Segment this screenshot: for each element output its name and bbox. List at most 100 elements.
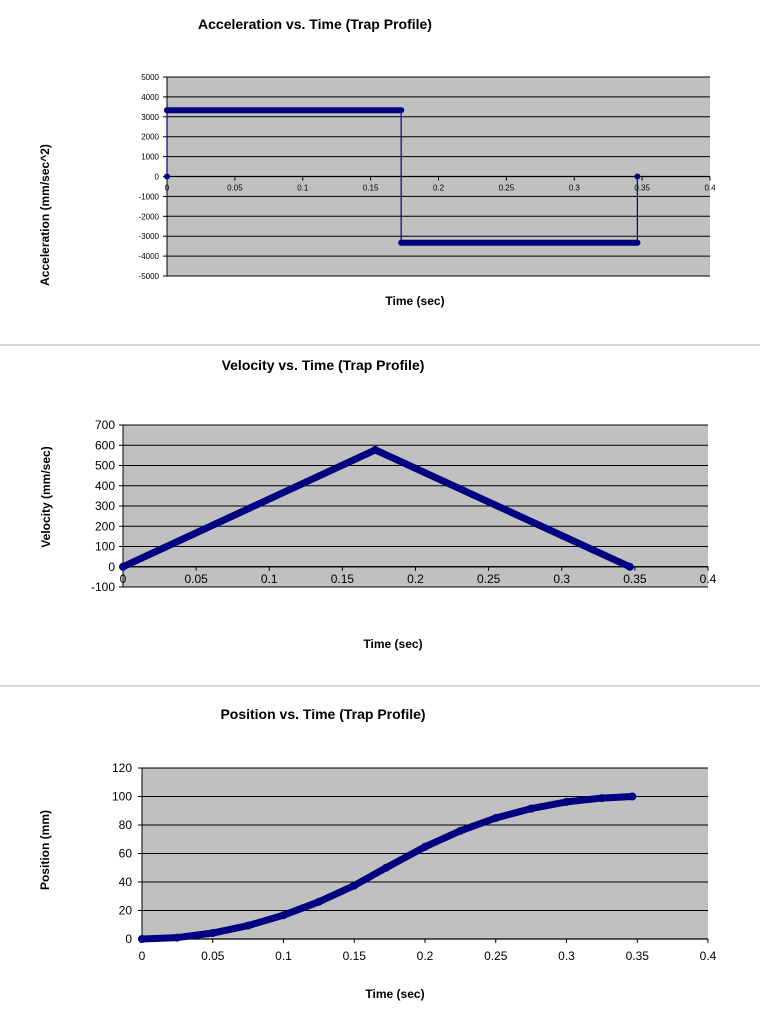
position-data-point [244, 921, 253, 930]
position-data-point [456, 826, 465, 835]
velocity-y-tick-label: 600 [95, 438, 115, 452]
velocity-x-tick-label: 0.15 [331, 572, 355, 586]
velocity-x-tick-label: 0.1 [261, 572, 278, 586]
velocity-chart: Velocity vs. Time (Trap Profile) 700 600 5… [39, 357, 717, 651]
velocity-x-ticks: 0 0.05 0.1 0.15 0.2 0.25 0.3 0.35 0.4 [120, 572, 717, 586]
position-data-point [628, 792, 637, 801]
velocity-y-tick-label: 700 [95, 418, 115, 432]
acceleration-y-tick-label: 5000 [141, 73, 159, 82]
velocity-gridlines [119, 424, 709, 588]
acceleration-series [164, 107, 641, 246]
acceleration-x-axis-label: Time (sec) [385, 294, 444, 308]
position-data-point [314, 897, 323, 906]
acceleration-x-tick-label: 0.3 [569, 184, 581, 193]
velocity-x-tick-label: 0.05 [184, 572, 208, 586]
acceleration-data-point [398, 239, 405, 246]
acceleration-y-tick-label: -5000 [139, 272, 160, 281]
acceleration-y-tick-label: 4000 [141, 93, 159, 102]
position-x-tick-label: 0.15 [343, 949, 367, 963]
acceleration-data-point [164, 173, 170, 180]
velocity-y-tick-label: 200 [95, 519, 115, 533]
position-y-tick-label: 80 [119, 818, 133, 832]
velocity-x-tick-label: 0.2 [407, 572, 424, 586]
acceleration-chart: Acceleration vs. Time (Trap Profile) 500… [38, 16, 716, 308]
acceleration-y-tick-label: 3000 [141, 113, 159, 122]
position-y-ticks: 120 100 80 60 40 20 0 [112, 761, 132, 946]
acceleration-x-tick-label: 0.15 [363, 184, 379, 193]
position-data-point [279, 911, 288, 920]
velocity-x-tick-label: 0.35 [623, 572, 647, 586]
position-y-tick-label: 120 [112, 761, 132, 775]
position-series-segment [421, 827, 464, 851]
position-x-tick-label: 0.4 [700, 949, 717, 963]
acceleration-x-tick-label: 0.35 [634, 184, 650, 193]
position-data-point [421, 842, 429, 851]
velocity-y-tick-label: 100 [95, 540, 115, 554]
velocity-y-tick-label: 0 [108, 560, 115, 574]
position-series-segment [350, 864, 390, 890]
acceleration-y-tick-label: -3000 [139, 232, 160, 241]
acceleration-data-point [164, 107, 170, 114]
position-data-point [173, 933, 182, 942]
acceleration-y-tick-label: -1000 [139, 192, 160, 201]
acceleration-x-ticks: 0 0.05 0.1 0.15 0.2 0.25 0.3 0.35 0.4 [165, 184, 716, 193]
position-series-segment [527, 798, 570, 813]
velocity-y-tick-label: 500 [95, 459, 115, 473]
velocity-x-tick-label: 0 [120, 572, 127, 586]
position-series-segment [598, 793, 636, 802]
position-chart-title: Position vs. Time (Trap Profile) [220, 706, 425, 722]
position-y-tick-label: 60 [119, 847, 133, 861]
position-x-axis-label: Time (sec) [365, 987, 424, 1001]
acceleration-data-point [398, 107, 405, 114]
acceleration-chart-title: Acceleration vs. Time (Trap Profile) [198, 16, 432, 32]
acceleration-y-tick-label: 1000 [141, 153, 159, 162]
acceleration-gridlines [163, 76, 711, 277]
position-series-segment [492, 805, 535, 822]
acceleration-y-axis-label: Acceleration (mm/sec^2) [38, 144, 52, 286]
velocity-x-tick-label: 0.3 [553, 572, 570, 586]
velocity-x-tick-label: 0.25 [477, 572, 501, 586]
position-x-tick-label: 0.25 [484, 949, 508, 963]
position-data-point [491, 814, 500, 823]
velocity-data-point [371, 445, 380, 454]
position-x-ticks: 0 0.05 0.1 0.15 0.2 0.25 0.3 0.35 0.4 [139, 949, 717, 963]
position-y-tick-label: 100 [112, 790, 132, 804]
position-data-point [138, 935, 146, 943]
position-series-segment [138, 934, 181, 943]
position-series-segment [244, 911, 287, 930]
position-series-segment [209, 922, 252, 937]
position-data-point [350, 881, 359, 890]
velocity-series [119, 445, 634, 571]
acceleration-y-tick-label: 2000 [141, 133, 159, 142]
position-data-point [382, 863, 391, 872]
acceleration-x-tick-label: 0 [165, 184, 170, 193]
position-data-point [597, 794, 606, 803]
position-y-axis-label: Position (mm) [38, 810, 52, 890]
position-series-segment [382, 843, 429, 872]
position-x-tick-label: 0.1 [275, 949, 292, 963]
velocity-chart-title: Velocity vs. Time (Trap Profile) [222, 357, 425, 373]
velocity-y-tick-label: 300 [95, 499, 115, 513]
position-series-segment [456, 814, 500, 835]
position-y-tick-label: 40 [119, 875, 133, 889]
acceleration-y-tick-label: -4000 [139, 252, 160, 261]
position-y-tick-label: 0 [125, 932, 132, 946]
acceleration-data-point [634, 173, 641, 180]
position-chart: Position vs. Time (Trap Profile) 120 100 8… [38, 706, 717, 1001]
velocity-y-axis-label: Velocity (mm/sec) [39, 446, 53, 547]
position-series-segment [280, 898, 323, 919]
acceleration-x-tick-label: 0.4 [704, 184, 716, 193]
acceleration-x-tick-label: 0.05 [227, 184, 243, 193]
position-gridlines [138, 767, 709, 943]
position-x-tick-label: 0.2 [417, 949, 434, 963]
acceleration-y-ticks: 5000 4000 3000 2000 1000 0 -1000 -2000 -3000 -400… [139, 73, 160, 281]
acceleration-x-tick-label: 0.25 [499, 184, 515, 193]
position-x-tick-label: 0.05 [201, 949, 225, 963]
acceleration-y-tick-label: -2000 [139, 212, 160, 221]
position-series-segment [173, 929, 217, 942]
position-x-tick-label: 0.35 [626, 949, 650, 963]
position-series-segment [563, 794, 606, 806]
acceleration-x-tick-label: 0.1 [297, 184, 309, 193]
velocity-data-point [119, 562, 127, 571]
velocity-series-segment [371, 446, 634, 571]
